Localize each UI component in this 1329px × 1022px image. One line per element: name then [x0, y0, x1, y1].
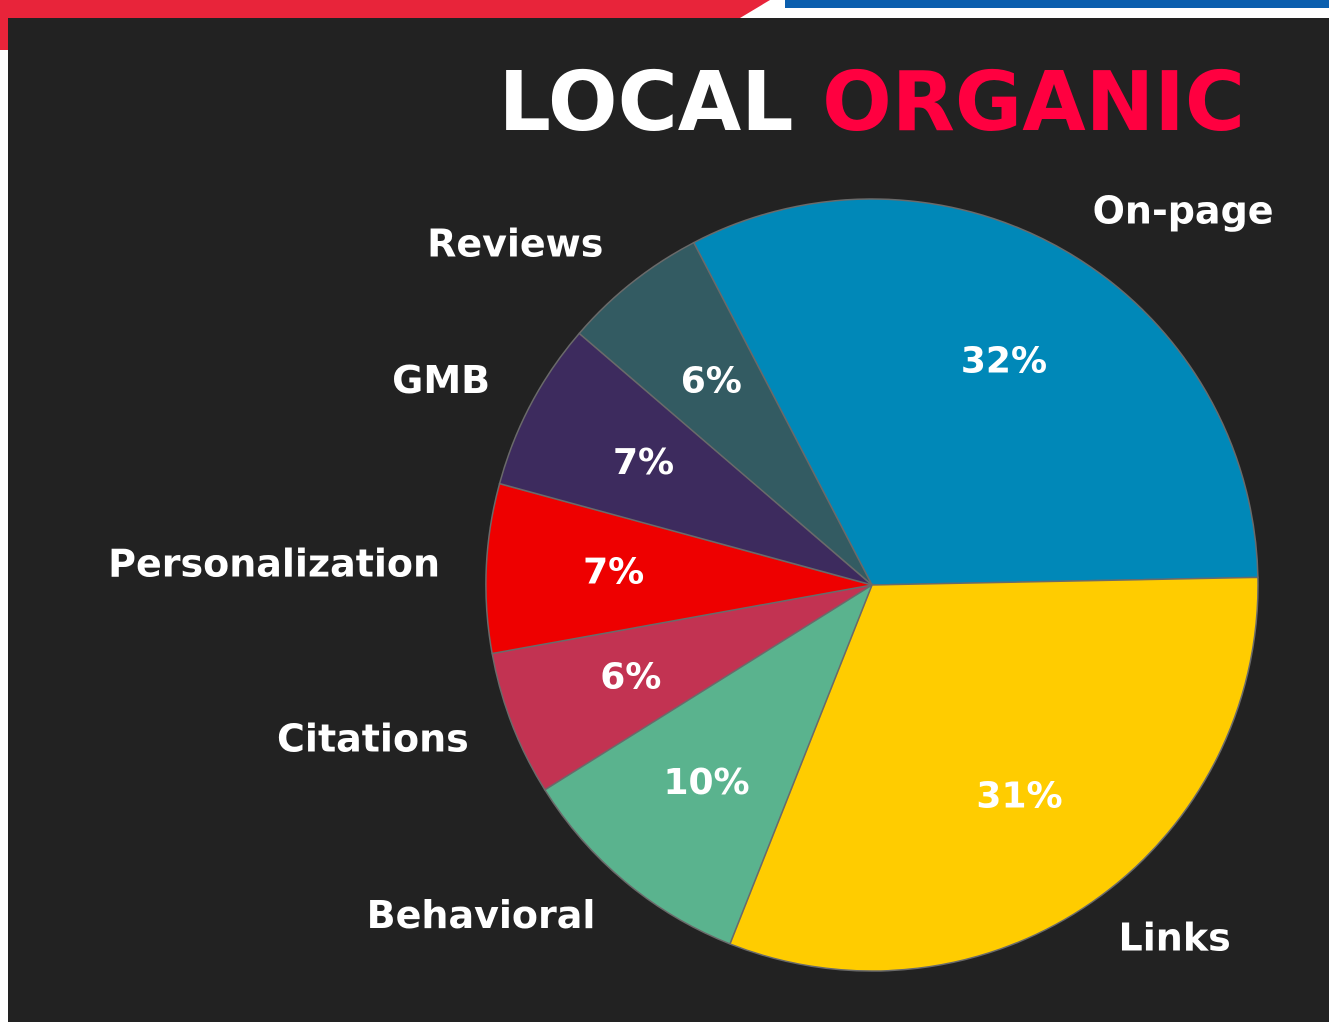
slice-label: GMB — [392, 358, 490, 402]
data-label: 10% — [663, 762, 749, 803]
pie-slice — [491, 584, 873, 791]
slice-label: Reviews — [427, 222, 603, 266]
pie-slice — [692, 198, 1259, 586]
pie-slice — [578, 241, 873, 586]
data-label: 7% — [613, 442, 674, 483]
slice-label: Personalization — [108, 542, 440, 586]
slice-label: On-page — [1093, 189, 1274, 233]
pie-slice — [728, 576, 1259, 972]
data-label: 7% — [583, 552, 644, 593]
header-bar — [785, 0, 1329, 8]
data-label: 6% — [600, 656, 661, 697]
title-word: ORGANIC — [822, 55, 1245, 150]
pie-slice — [543, 583, 874, 945]
data-label: 31% — [976, 775, 1062, 816]
slice-label: Citations — [277, 716, 469, 760]
logo-fragment — [0, 0, 770, 50]
slice-label: Behavioral — [367, 893, 596, 937]
chart-title: LOCAL ORGANIC — [499, 55, 1245, 150]
data-label: 6% — [681, 360, 742, 401]
title-word: LOCAL — [499, 55, 794, 150]
pie-slice — [498, 332, 873, 586]
data-label: 32% — [961, 341, 1047, 382]
pie-slice — [485, 482, 873, 655]
slice-label: Links — [1119, 916, 1231, 960]
